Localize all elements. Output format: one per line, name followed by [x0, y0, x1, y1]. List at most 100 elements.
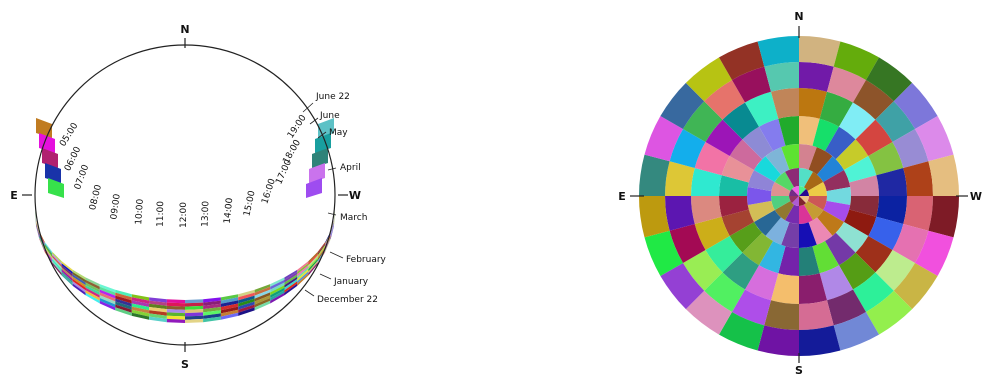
sky-patch	[665, 161, 695, 196]
sun-path-cell	[203, 300, 221, 306]
sky-patch	[819, 91, 853, 127]
sun-path-cell	[308, 251, 318, 264]
sky-patch	[778, 246, 799, 276]
sky-patch	[825, 126, 856, 160]
sun-path-cell	[185, 299, 204, 304]
sky-patch	[799, 62, 834, 92]
sky-patch	[807, 196, 827, 210]
sky-patch	[866, 290, 913, 335]
sun-path-cell	[330, 221, 334, 234]
sun-path-cell	[52, 258, 62, 272]
sun-path-cell	[308, 257, 318, 270]
sun-path-cell	[308, 260, 318, 274]
sky-patch	[729, 222, 763, 253]
sky-patch	[764, 62, 799, 92]
sky-patch	[747, 187, 772, 205]
sun-path-cell	[99, 300, 116, 311]
sun-path-cell	[297, 269, 309, 282]
sun-path-cell	[72, 276, 86, 288]
sky-patch	[669, 129, 706, 168]
sun-path-cell	[238, 292, 255, 301]
sun-path-cell	[166, 302, 185, 307]
hour-label: 10:00	[134, 198, 146, 225]
sun-path-cell	[166, 309, 185, 314]
sun-path-cell	[72, 269, 86, 280]
sun-path-cell	[131, 300, 150, 307]
sky-patch	[799, 196, 807, 206]
sky-patch	[785, 204, 799, 224]
hour-label: 08:00	[88, 183, 104, 211]
sky-patch	[827, 66, 866, 103]
sun-path-cell	[85, 290, 100, 301]
sun-path-cell	[270, 292, 285, 304]
sun-path-cell	[85, 285, 100, 296]
sun-path-cell	[35, 210, 37, 224]
sun-path-cell	[238, 301, 255, 310]
sky-patch	[683, 250, 723, 291]
sun-path-cell	[333, 212, 335, 227]
sky-patch	[893, 263, 938, 310]
east-label: E	[618, 190, 626, 203]
sun-path-cell	[220, 294, 239, 301]
sun-path-cell	[45, 163, 61, 183]
sky-patch	[719, 312, 765, 351]
sun-path-cell	[36, 224, 40, 239]
sky-patch	[812, 241, 839, 274]
sky-patch	[721, 209, 754, 236]
sky-patch	[892, 224, 929, 263]
sky-patch	[868, 142, 904, 176]
sun-path-cell	[85, 282, 100, 293]
sky-patch	[639, 196, 670, 238]
sun-path-cell	[149, 303, 167, 310]
sun-path-cell	[52, 251, 62, 264]
sky-patch	[669, 224, 706, 263]
sun-path-cell	[220, 303, 239, 311]
sun-path-cell	[99, 295, 116, 305]
sky-patch	[745, 265, 779, 301]
sky-patch	[644, 116, 683, 162]
sky-patch	[892, 129, 929, 168]
sun-path-cell	[317, 247, 326, 261]
sun-path-cell	[297, 265, 309, 277]
sky-patch	[765, 147, 790, 175]
sky-patch	[823, 200, 851, 222]
sky-patch	[785, 168, 799, 188]
sun-path-cell	[149, 297, 167, 303]
sky-patch	[903, 161, 933, 196]
hour-label: 09:00	[109, 193, 123, 220]
hour-label: 11:00	[156, 201, 166, 227]
sky-patch	[644, 230, 683, 276]
sky-patch	[799, 144, 817, 170]
sky-patch	[817, 156, 844, 182]
sun-path-cell	[330, 223, 334, 238]
sun-path-cell	[306, 178, 322, 198]
sun-path-cell	[39, 237, 45, 251]
sky-patch	[774, 201, 794, 221]
sky-patch	[849, 175, 879, 196]
sun-path-cell	[284, 276, 298, 288]
sun-path-cell	[35, 210, 37, 223]
sun-path-cell	[44, 241, 53, 254]
sun-path-cell	[72, 279, 86, 291]
sun-path-cell	[48, 178, 64, 198]
sun-path-cell	[166, 299, 185, 304]
sky-patch	[875, 250, 915, 291]
sun-path-cell	[330, 225, 334, 240]
sun-path-cell	[149, 316, 167, 323]
sun-path-cell	[270, 277, 285, 287]
sun-path-cell	[220, 309, 239, 317]
sun-path-cell	[61, 265, 73, 277]
sky-patch	[757, 325, 799, 356]
sky-patch	[853, 272, 894, 312]
sky-patch	[799, 204, 813, 224]
sky-patch	[694, 142, 730, 176]
sky-patch	[826, 187, 851, 205]
sky-patch	[866, 57, 913, 102]
sky-patch	[774, 171, 794, 191]
sun-path-cell	[185, 305, 204, 310]
sky-patch	[849, 196, 879, 217]
sky-patch	[759, 241, 786, 274]
sky-patch	[799, 196, 809, 204]
sky-patch	[844, 209, 877, 236]
south-label: S	[181, 358, 189, 371]
